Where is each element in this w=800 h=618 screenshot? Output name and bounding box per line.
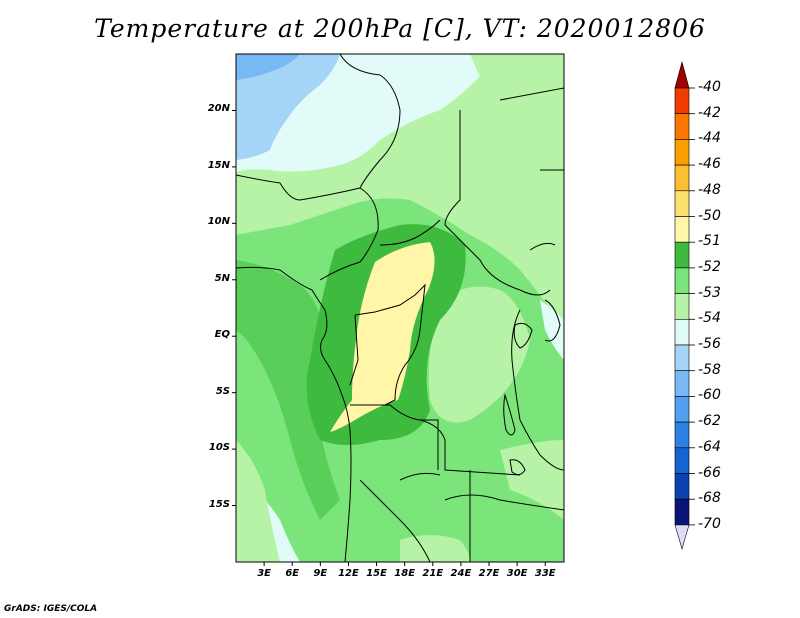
lat-tick-label: 10N [207,216,230,228]
lat-tick-label: EQ [214,329,230,341]
lon-tick-label: 12E [338,568,359,579]
map-title: Temperature at 200hPa [C], VT: 202001280… [94,14,706,43]
legend-label: -42 [698,104,721,121]
lat-tick-label: 5S [215,385,230,397]
lat-tick-label: 20N [207,103,230,115]
map-outlines [236,54,564,562]
axis-ticks [232,109,546,566]
legend-label: -64 [698,438,721,455]
legend-label: -50 [698,207,721,224]
lat-tick-label: 5N [214,272,230,284]
map-frame [235,53,565,563]
lon-tick-label: 15E [366,568,387,579]
lon-tick-label: 21E [422,568,444,579]
grads-credit: GrADS: IGES/COLA [4,604,98,614]
legend-label: -70 [698,515,721,532]
legend-label: -68 [698,490,721,507]
legend-label: -60 [698,387,721,404]
contour-fill [236,54,564,562]
legend-label: -52 [698,258,721,275]
lon-tick-label: 24E [450,568,472,579]
lon-tick-label: 18E [394,568,416,579]
lon-tick-label: 6E [285,568,300,579]
legend-label: -58 [698,361,721,378]
lon-tick-label: 30E [506,568,528,579]
lat-tick-label: 15N [207,159,230,171]
legend-label: -62 [698,413,721,430]
legend-label: -66 [698,464,721,481]
legend-label: -40 [698,79,721,95]
legend-label: -54 [698,310,721,327]
legend-label: -56 [698,336,721,352]
legend-label: -44 [698,130,721,147]
lat-tick-label: 10S [208,442,230,454]
legend-label: -53 [698,284,721,301]
legend-label: -46 [698,156,721,173]
lon-tick-label: 3E [257,568,271,579]
legend-label: -48 [698,181,721,198]
lon-tick-label: 9E [313,568,328,579]
lon-tick-label: 33E [534,568,556,579]
lat-tick-label: 15S [208,498,230,510]
lon-tick-label: 27E [478,568,500,579]
legend-label: -51 [698,233,721,250]
